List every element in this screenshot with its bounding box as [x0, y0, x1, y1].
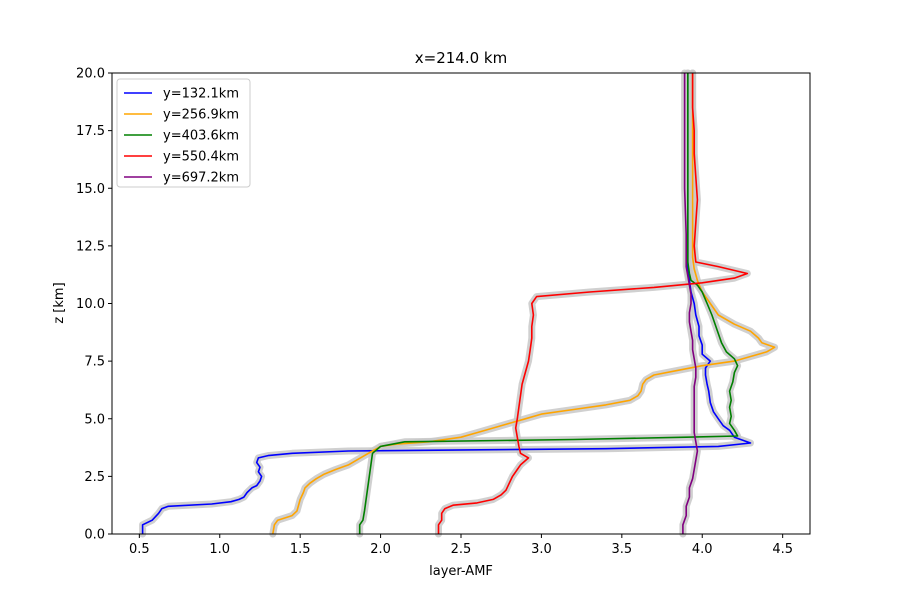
series-lines: [141, 73, 776, 535]
y-tick-label: 2.5: [84, 470, 105, 485]
y-tick-label: 17.5: [76, 124, 105, 139]
y-tick-label: 12.5: [76, 239, 105, 254]
x-tick-label: 2.5: [451, 542, 472, 557]
legend: y=132.1km y=256.9km y=403.6km y=550.4km y=69…: [116, 78, 251, 188]
y-tick-label: 0.0: [84, 528, 105, 543]
legend-label-2: y=256.9km: [163, 108, 239, 123]
series-line-5: [682, 73, 699, 534]
x-tick-label: 3.5: [611, 542, 632, 557]
y-tick-label: 7.5: [84, 355, 105, 370]
plot-area: [111, 69, 811, 538]
series-line-3: [358, 73, 739, 534]
legend-label-3: y=403.6km: [163, 129, 239, 144]
y-axis-ticks: 0.0 2.5 5.0 7.5 10.0 12.5 15.0 17.5 20.0: [76, 67, 112, 543]
y-tick-label: 5.0: [84, 412, 105, 427]
y-tick-label: 10.0: [76, 297, 105, 312]
y-axis-label: z [km]: [52, 282, 67, 323]
x-tick-label: 1.0: [209, 542, 230, 557]
x-axis-label: layer-AMF: [429, 564, 493, 579]
x-tick-label: 4.5: [772, 542, 793, 557]
series-line-4: [437, 73, 749, 534]
legend-label-5: y=697.2km: [163, 171, 239, 186]
x-tick-label: 3.0: [531, 542, 552, 557]
x-tick-label: 2.0: [370, 542, 391, 557]
legend-label-4: y=550.4km: [163, 150, 239, 165]
y-tick-label: 20.0: [76, 67, 105, 82]
x-tick-label: 0.5: [129, 542, 150, 557]
legend-label-1: y=132.1km: [163, 87, 239, 102]
chart-title: x=214.0 km: [415, 49, 507, 67]
series-line-2: [272, 73, 776, 535]
y-tick-label: 15.0: [76, 182, 105, 197]
x-axis-ticks: 0.5 1.0 1.5 2.0 2.5 3.0 3.5 4.0 4.5: [129, 534, 793, 557]
legend-box: [116, 78, 251, 188]
series-line-1: [141, 73, 752, 534]
x-tick-label: 1.5: [290, 542, 311, 557]
x-tick-label: 4.0: [692, 542, 713, 557]
